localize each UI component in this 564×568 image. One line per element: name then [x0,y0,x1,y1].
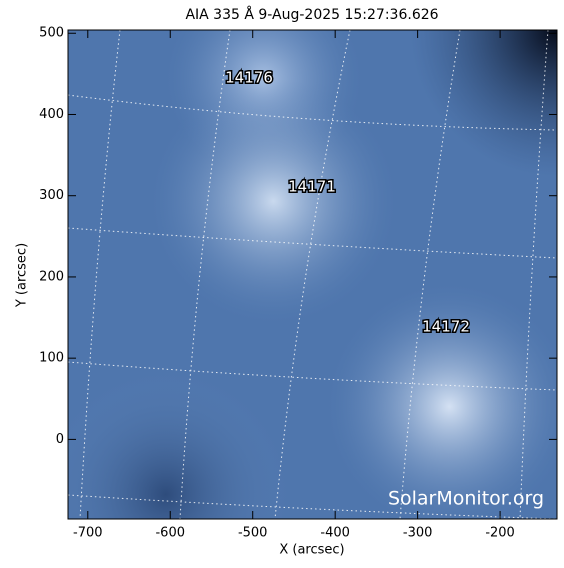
solar-image [67,29,558,520]
y-tick-label: 400 [39,107,64,122]
region-label: 14176 [225,69,273,87]
chart-title: AIA 335 Å 9-Aug-2025 15:27:36.626 [185,6,438,23]
y-tick-label: 100 [39,351,64,366]
x-tick-label: -300 [403,526,433,541]
y-tick-label: 0 [56,432,64,447]
watermark: SolarMonitor.org [388,488,544,510]
x-tick-label: -600 [155,526,185,541]
y-axis-label: Y (arcsec) [15,243,30,308]
x-tick-label: -500 [238,526,268,541]
y-tick-label: 300 [39,188,64,203]
region-label: 14172 [422,318,470,336]
y-tick-label: 500 [39,26,64,41]
x-tick-label: -200 [485,526,515,541]
x-tick-label: -400 [320,526,350,541]
region-label: 14171 [288,178,336,196]
x-tick-label: -700 [73,526,103,541]
y-tick-label: 200 [39,269,64,284]
x-axis-label: X (arcsec) [279,543,344,558]
